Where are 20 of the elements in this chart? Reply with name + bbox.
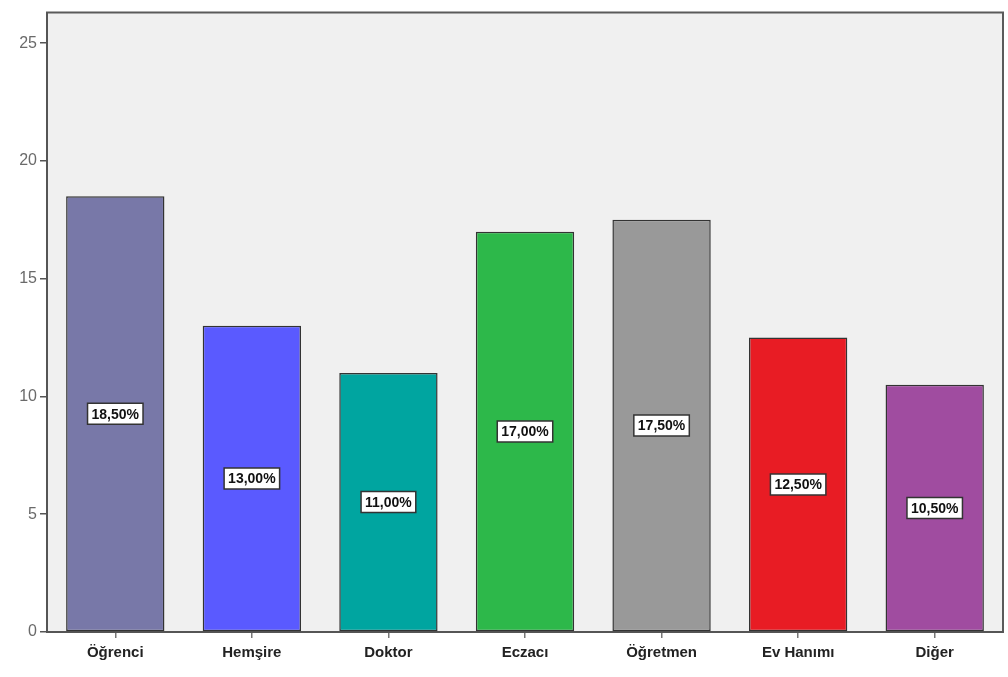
y-tick-label: 25 — [19, 33, 38, 51]
x-tick-label: Öğrenci — [86, 643, 144, 661]
y-tick-label: 5 — [28, 504, 38, 522]
y-tick-label: 20 — [19, 151, 38, 169]
data-label: 12,50% — [774, 476, 823, 493]
x-tick-label: Hemşire — [222, 643, 282, 661]
x-tick-label: Eczacı — [501, 643, 549, 661]
x-tick-label: Öğretmen — [626, 643, 697, 661]
data-label: 10,50% — [910, 499, 960, 516]
data-label: 17,50% — [637, 417, 686, 434]
data-label: 13,00% — [228, 470, 277, 487]
data-label: 17,00% — [501, 423, 550, 440]
x-tick-label: Diğer — [915, 643, 955, 661]
x-tick-label: Doktor — [364, 643, 413, 661]
data-label: 11,00% — [365, 493, 413, 510]
y-tick-label: 0 — [28, 622, 38, 640]
x-tick-label: Ev Hanımı — [761, 643, 835, 661]
y-tick-label: 15 — [19, 269, 38, 287]
data-label: 18,50% — [91, 405, 140, 422]
y-tick-label: 10 — [19, 386, 38, 404]
